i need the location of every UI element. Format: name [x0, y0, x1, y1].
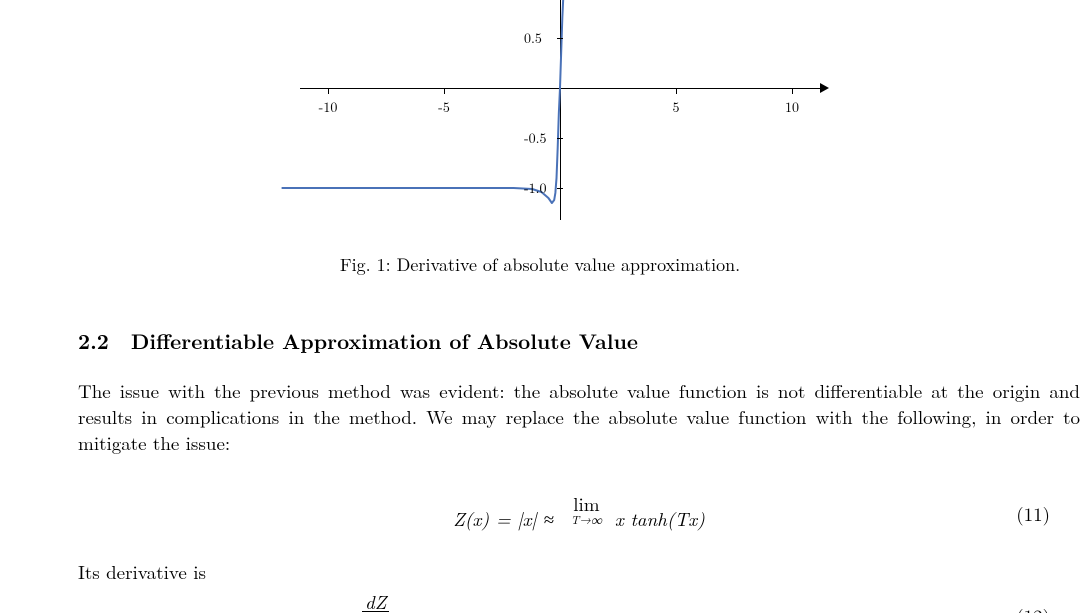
x-tick — [676, 88, 677, 94]
figure-caption: Fig. 1: Derivative of absolute value app… — [0, 252, 1080, 277]
equation-11-body: Z(x) = |x| ≈ lim T→∞ x tanh(Tx) — [78, 494, 1080, 532]
y-tick-label: 0.5 — [524, 28, 542, 48]
chart-curve — [300, 0, 840, 230]
x-tick-label: -10 — [319, 97, 338, 117]
body-paragraph: The issue with the previous method was e… — [78, 378, 1080, 457]
x-tick — [328, 88, 329, 94]
page: -10 -5 5 10 0.5 -0.5 -1.0 Fig. 1: Derivative o… — [0, 0, 1080, 613]
x-tick-label: 5 — [673, 97, 680, 117]
y-axis — [560, 0, 561, 220]
y-tick — [557, 38, 563, 39]
figure-caption-prefix: Fig. 1: — [340, 252, 391, 277]
body-line-2: Its derivative is — [78, 559, 1080, 585]
x-tick — [792, 88, 793, 94]
eq11-lim-sub: T→∞ — [571, 511, 602, 528]
figure-caption-text: Derivative of absolute value approximati… — [397, 252, 740, 277]
section-heading: 2.2 Differentiable Approximation of Absol… — [78, 326, 638, 356]
eq11-lhs: Z(x) = |x| ≈ — [453, 505, 554, 532]
equation-11: Z(x) = |x| ≈ lim T→∞ x tanh(Tx) (11) — [78, 494, 1080, 534]
y-tick — [557, 188, 563, 189]
eq12-fraction: dZ — [362, 592, 389, 613]
equation-11-number: (11) — [1016, 500, 1050, 527]
equation-12: dZ (12) — [78, 592, 1080, 613]
y-tick-label: -1.0 — [524, 178, 547, 198]
equation-12-number: (12) — [1016, 602, 1050, 613]
x-tick — [444, 88, 445, 94]
figure-1-chart: -10 -5 5 10 0.5 -0.5 -1.0 — [300, 0, 820, 230]
x-tick-label: 10 — [785, 97, 799, 117]
x-tick-label: -5 — [438, 97, 450, 117]
equation-12-body: dZ — [362, 592, 1080, 613]
eq11-rhs: x tanh(Tx) — [615, 505, 705, 532]
y-tick — [557, 138, 563, 139]
section-title: Differentiable Approximation of Absolute… — [131, 326, 638, 356]
y-tick-label: -0.5 — [524, 128, 547, 148]
x-axis-arrow-icon — [820, 83, 829, 93]
section-number: 2.2 — [78, 326, 109, 356]
